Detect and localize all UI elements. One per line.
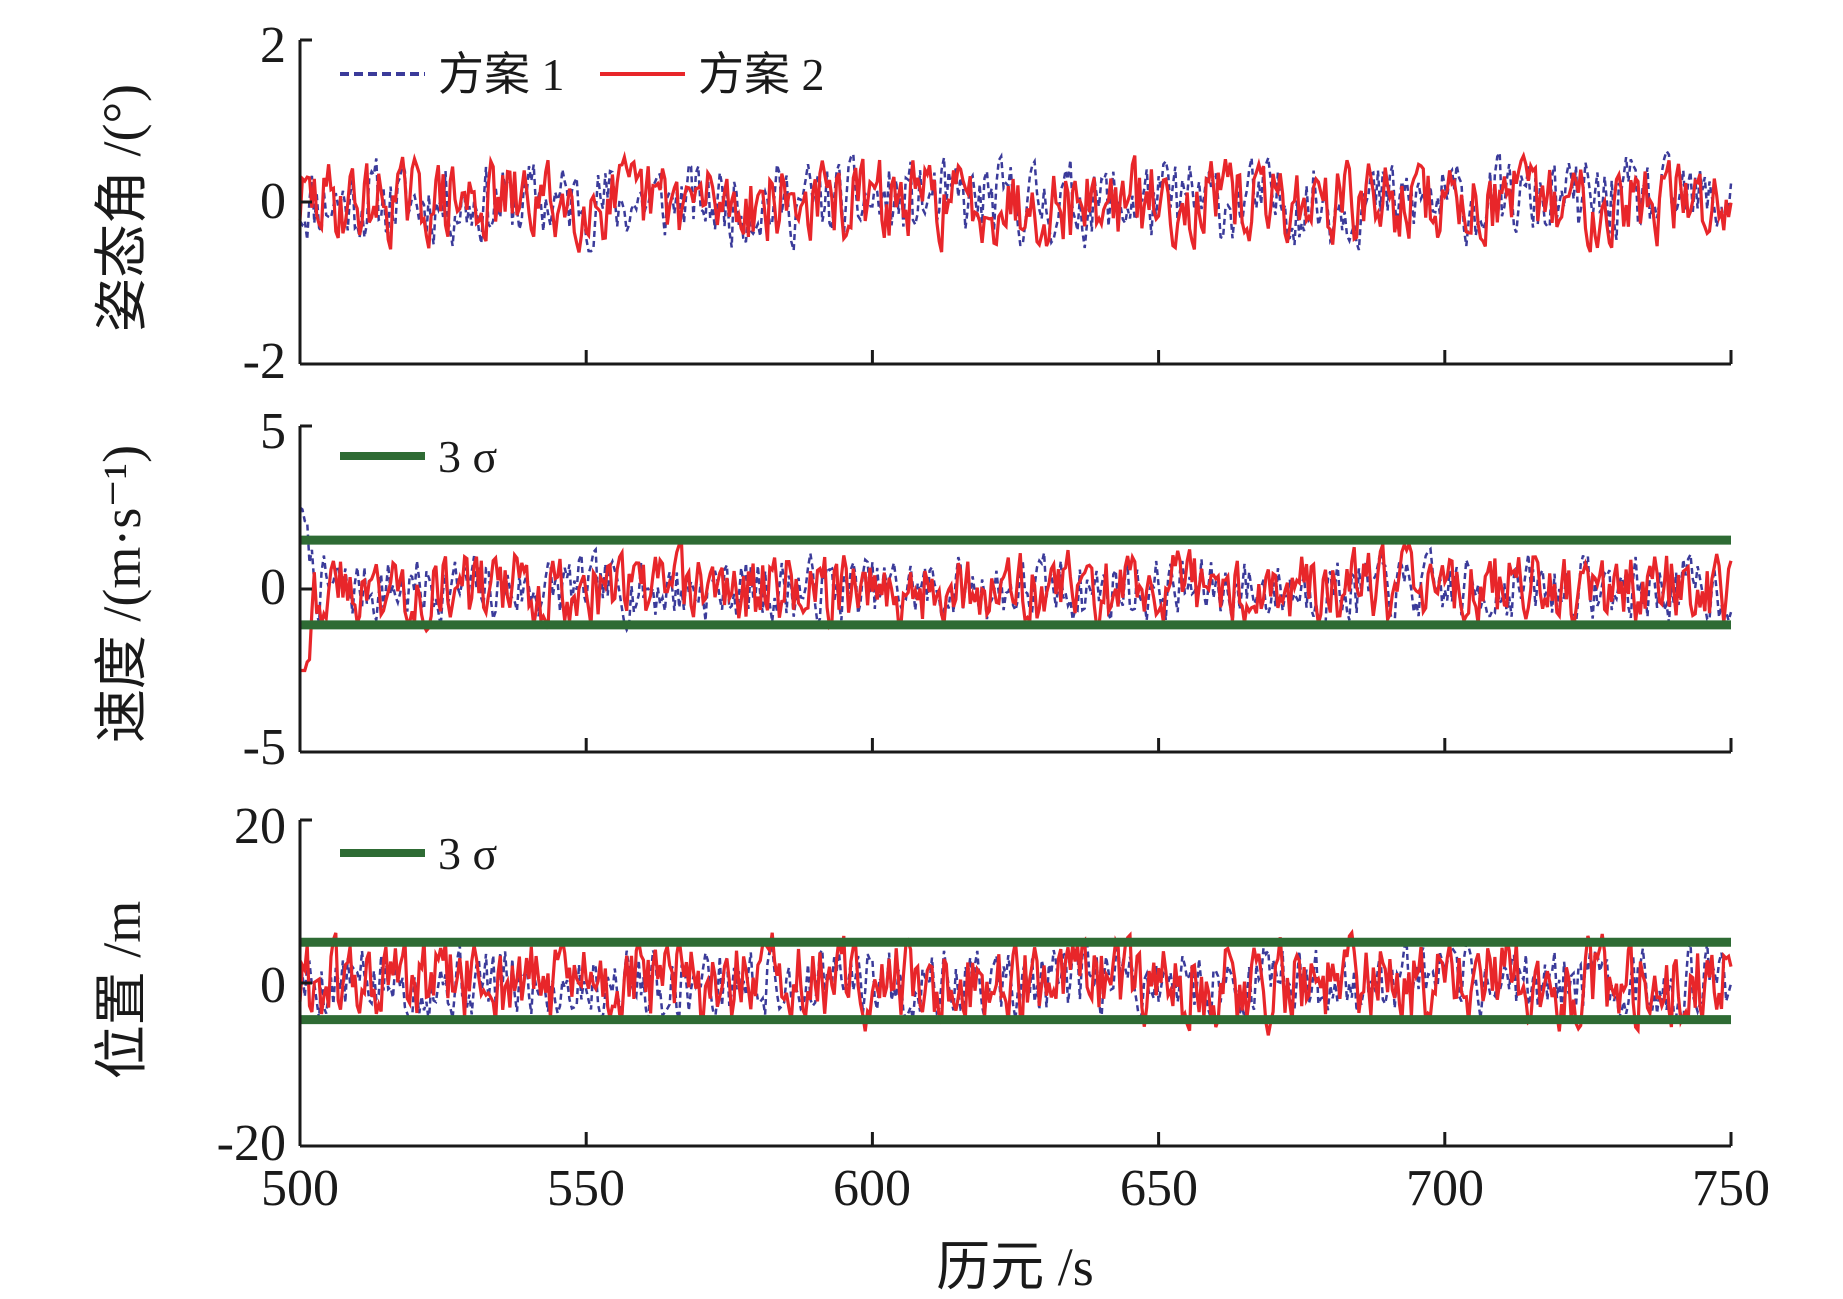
- x-tick-700: 700: [1406, 1160, 1484, 1217]
- legend-series1-label: 方案 1: [438, 49, 565, 100]
- attitude-y-axis-label: 姿态角 /(°): [92, 84, 152, 332]
- x-tick-750: 750: [1692, 1160, 1770, 1217]
- velocity-y-tick-5: 5: [260, 403, 286, 460]
- position-y-tick-0: 0: [260, 957, 286, 1014]
- velocity-y-tick-neg5: -5: [243, 719, 286, 776]
- x-tick-650: 650: [1120, 1160, 1198, 1217]
- velocity-plot-area: [298, 424, 1733, 754]
- velocity-legend: 3 σ: [340, 431, 498, 482]
- attitude-y-tick-2: 2: [260, 17, 286, 74]
- legend-3sigma-label: 3 σ: [438, 828, 498, 879]
- x-axis-label: 历元 /s: [936, 1237, 1094, 1297]
- position-y-tick-20: 20: [234, 798, 286, 855]
- position-y-tick-neg20: -20: [217, 1115, 286, 1172]
- panel-attitude: 姿态角 /(°) 2 0 -2 方案 1 方案 2: [92, 17, 1733, 390]
- x-tick-500: 500: [261, 1160, 339, 1217]
- x-tick-600: 600: [833, 1160, 911, 1217]
- velocity-series-1-line: [299, 506, 1733, 634]
- attitude-y-tick-neg2: -2: [243, 333, 286, 390]
- attitude-series-2-line: [298, 150, 1733, 253]
- attitude-legend: 方案 1 方案 2: [340, 49, 825, 100]
- position-legend: 3 σ: [340, 828, 498, 879]
- x-tick-550: 550: [547, 1160, 625, 1217]
- velocity-series-2-line: [300, 539, 1733, 673]
- attitude-plot-area: [298, 38, 1733, 366]
- position-plot-area: [298, 818, 1733, 1148]
- legend-series2-label: 方案 2: [698, 49, 825, 100]
- x-axis: 500 550 600 650 700 750 历元 /s: [261, 1160, 1770, 1297]
- panel-position: 位置 /m 20 0 -20 3 σ: [92, 798, 1733, 1172]
- panel-velocity: 速度 /(m·s⁻¹) 5 0 -5 3 σ: [92, 403, 1733, 776]
- velocity-y-tick-0: 0: [260, 559, 286, 616]
- velocity-y-axis-label: 速度 /(m·s⁻¹): [92, 445, 152, 743]
- position-y-axis-label: 位置 /m: [92, 901, 152, 1080]
- attitude-y-tick-0: 0: [260, 173, 286, 230]
- legend-3sigma-label: 3 σ: [438, 431, 498, 482]
- position-series-1-line: [298, 936, 1733, 1024]
